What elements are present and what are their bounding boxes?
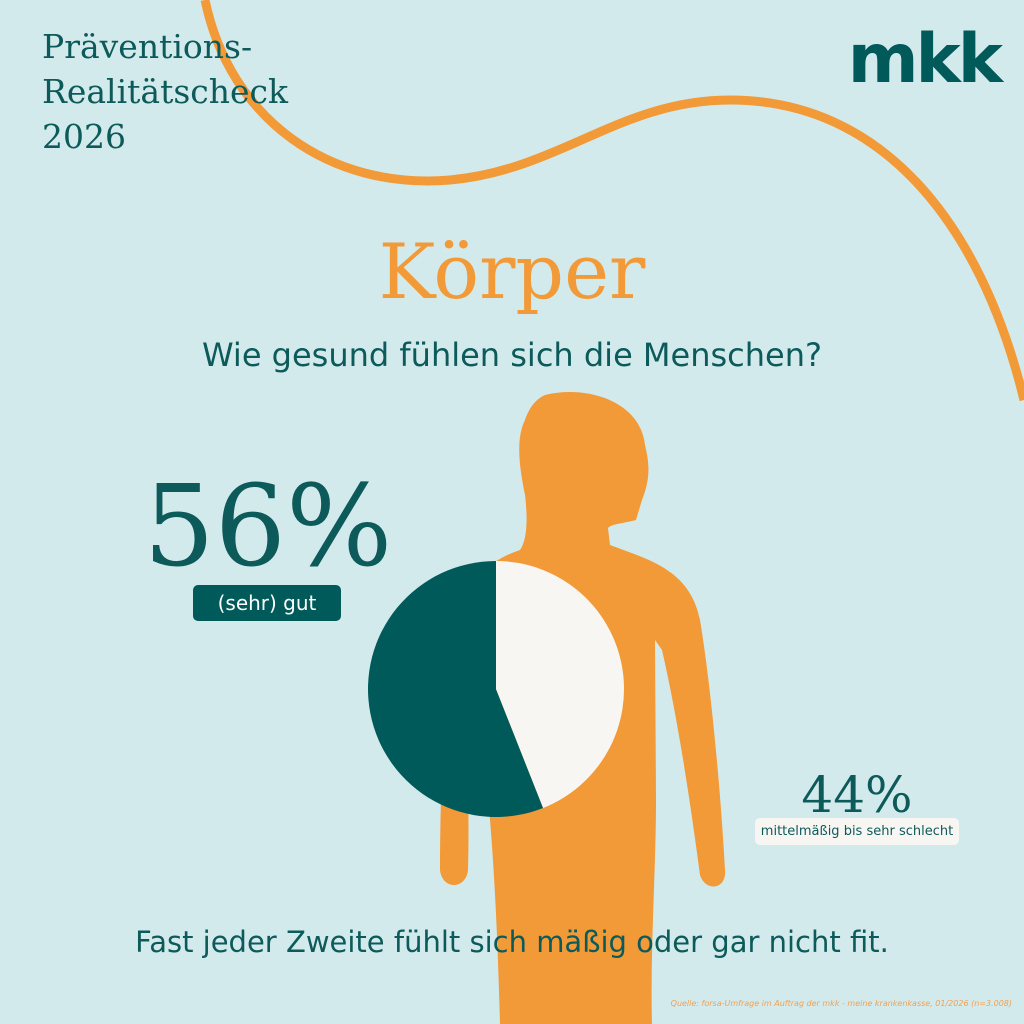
annotation: Fast jeder Zweite fühlt sich mäßig oder …: [135, 925, 889, 959]
category-label: (sehr) gut: [218, 591, 317, 615]
category-label-box: [193, 585, 341, 621]
pie-slice: [367, 561, 544, 818]
pie-slice: [496, 561, 624, 809]
category-label-box: [755, 818, 959, 845]
header-line: Präventions-: [42, 27, 252, 66]
value-label: 44%: [801, 766, 912, 824]
category-label: mittelmäßig bis sehr schlecht: [761, 824, 953, 839]
header-line: 2026: [42, 117, 126, 156]
value-label: 56%: [144, 462, 393, 592]
logo: mkk: [848, 20, 1005, 99]
chart-subtitle: Wie gesund fühlen sich die Menschen?: [202, 336, 822, 374]
source: Quelle: forsa-Umfrage im Auftrag der mkk…: [671, 999, 1012, 1008]
header-line: Realitätscheck: [42, 72, 289, 111]
chart-title: Körper: [379, 227, 646, 316]
decorative-curve: [200, 0, 1024, 402]
